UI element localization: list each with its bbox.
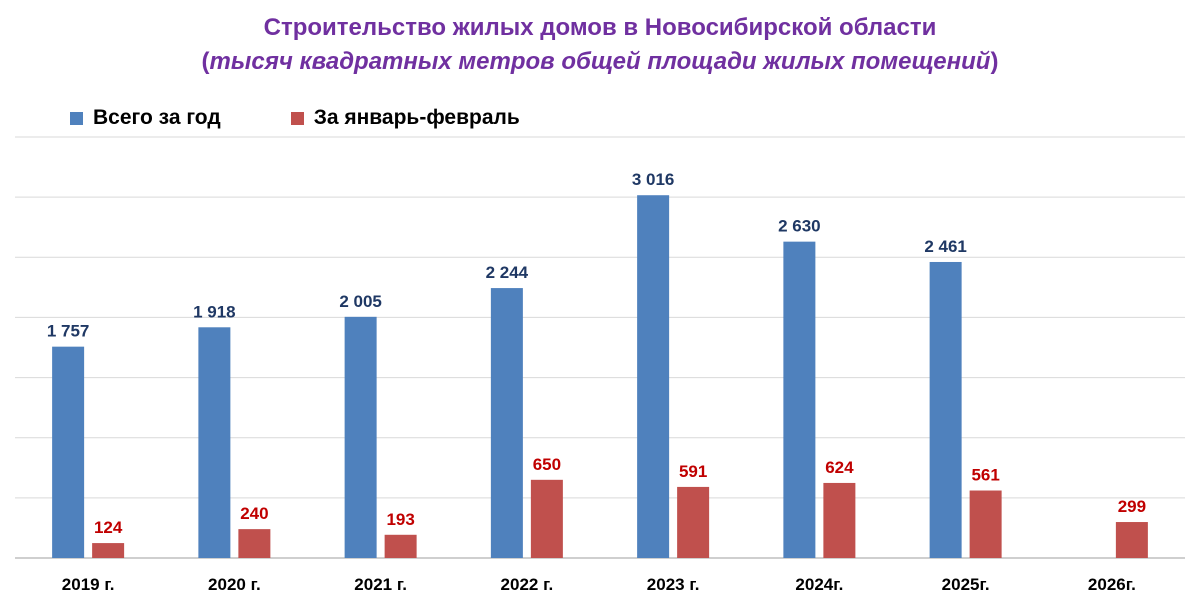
data-label-total: 3 016 xyxy=(632,170,675,189)
x-tick-label: 2023 г. xyxy=(647,575,700,594)
bar-janfeb xyxy=(1115,522,1148,558)
data-label-janfeb: 624 xyxy=(825,458,854,477)
bar-total xyxy=(344,316,377,558)
data-label-janfeb: 650 xyxy=(533,455,561,474)
x-tick-label: 2020 г. xyxy=(208,575,261,594)
chart-title: Строительство жилых домов в Новосибирско… xyxy=(263,14,937,41)
bar-total xyxy=(783,241,816,559)
bar-total xyxy=(198,327,231,558)
chart-subtitle: (тысяч квадратных метров общей площади ж… xyxy=(0,48,1200,76)
x-tick-label: 2019 г. xyxy=(62,575,115,594)
data-label-total: 2 244 xyxy=(486,263,529,282)
bar-janfeb xyxy=(92,543,125,558)
x-tick-label: 2024г. xyxy=(795,575,843,594)
data-label-janfeb: 561 xyxy=(971,466,999,485)
data-label-total: 2 630 xyxy=(778,217,821,236)
bar-total xyxy=(637,195,670,558)
data-label-janfeb: 591 xyxy=(679,462,707,481)
data-label-total: 1 918 xyxy=(193,302,236,321)
legend-label-janfeb: За январь-февраль xyxy=(313,106,520,129)
legend-swatch-janfeb xyxy=(290,111,304,125)
bar-janfeb xyxy=(530,479,563,558)
subtitle-text: тысяч квадратных метров общей площади жи… xyxy=(209,48,991,75)
legend-swatch-total xyxy=(70,111,83,125)
bar-janfeb xyxy=(823,482,856,558)
x-tick-label: 2025г. xyxy=(942,575,990,594)
subtitle-open-paren: ( xyxy=(201,48,210,75)
data-label-total: 2 005 xyxy=(339,292,382,311)
data-label-janfeb: 240 xyxy=(240,504,268,523)
legend-item-janfeb: За январь-февраль xyxy=(290,106,520,130)
bar-janfeb xyxy=(677,486,710,558)
bar-total xyxy=(52,346,85,558)
data-label-janfeb: 124 xyxy=(94,518,123,537)
data-label-total: 2 461 xyxy=(924,237,967,256)
x-tick-label: 2021 г. xyxy=(354,575,407,594)
subtitle-close-paren: ) xyxy=(990,48,999,75)
bar-total xyxy=(490,288,523,558)
bar-janfeb xyxy=(384,534,417,558)
bar-janfeb xyxy=(969,490,1002,558)
x-tick-label: 2022 г. xyxy=(501,575,554,594)
bar-total xyxy=(929,261,962,558)
bar-janfeb xyxy=(238,529,271,558)
legend-label-total: Всего за год xyxy=(93,106,221,129)
data-label-total: 1 757 xyxy=(47,322,90,341)
data-label-janfeb: 193 xyxy=(386,510,414,529)
data-label-janfeb: 299 xyxy=(1118,497,1146,516)
legend: Всего за год За январь-февраль xyxy=(70,106,520,130)
legend-item-total: Всего за год xyxy=(70,106,221,130)
x-tick-label: 2026г. xyxy=(1088,575,1136,594)
